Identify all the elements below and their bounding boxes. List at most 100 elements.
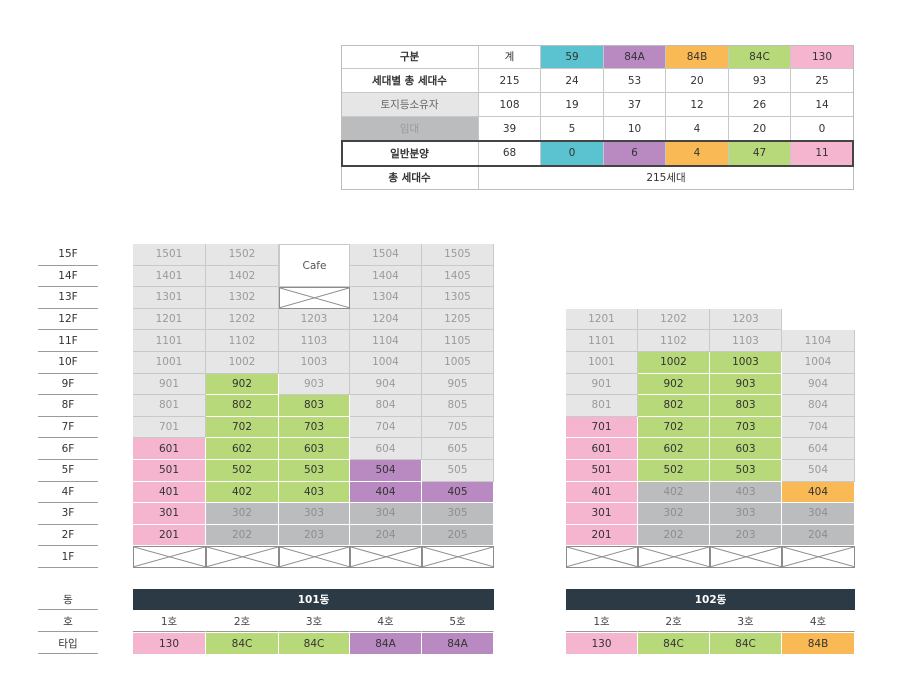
unit-cell: 502 xyxy=(638,460,710,482)
empty-unit-cross xyxy=(710,546,782,568)
unit-cell: 601 xyxy=(133,438,206,460)
summary-value-cell: 4 xyxy=(666,141,729,166)
unit-cell: 204 xyxy=(782,524,855,547)
ho-cell: 2호 xyxy=(638,611,710,632)
summary-value-cell: 108 xyxy=(479,93,541,117)
empty-unit-cross xyxy=(206,546,279,568)
unit-cell: 1102 xyxy=(638,330,710,352)
floor-label: 15F xyxy=(38,244,98,266)
unit-cell: 803 xyxy=(710,395,782,417)
unit-cell: 204 xyxy=(350,524,422,547)
unit-cell: 402 xyxy=(206,481,279,504)
unit-cell: 801 xyxy=(133,395,206,417)
type-cell: 84B xyxy=(782,633,855,654)
summary-value-cell: 12 xyxy=(666,93,729,117)
unit-cell: 603 xyxy=(279,438,350,460)
unit-cell: 1402 xyxy=(206,265,279,288)
unit-cell: 901 xyxy=(566,373,638,396)
summary-value-cell: 25 xyxy=(791,69,854,93)
legend-label-ho: 호 xyxy=(38,611,98,632)
unit-cell: 1101 xyxy=(133,330,206,352)
unit-cell: 1102 xyxy=(206,330,279,352)
empty-unit-cross xyxy=(638,546,710,568)
summary-header-cell: 구분 xyxy=(341,45,479,69)
unit-cell: 1404 xyxy=(350,265,422,288)
summary-row-label: 세대별 총 세대수 xyxy=(341,69,479,93)
unit-cell: 603 xyxy=(710,438,782,460)
floor-label: 8F xyxy=(38,395,98,417)
empty-unit-cross xyxy=(782,546,855,568)
unit-cell: 301 xyxy=(133,503,206,525)
summary-header-cell: 84A xyxy=(604,45,666,69)
unit-cell: 1103 xyxy=(710,330,782,352)
unit-cell: 1003 xyxy=(279,352,350,374)
summary-value-cell: 14 xyxy=(791,93,854,117)
unit-cell: 1302 xyxy=(206,287,279,309)
floor-label: 5F xyxy=(38,460,98,482)
legend-label-type: 타입 xyxy=(38,633,98,654)
unit-cell: 801 xyxy=(566,395,638,417)
floor-label: 7F xyxy=(38,417,98,439)
unit-cell: 1405 xyxy=(422,265,494,288)
unit-cell: 1201 xyxy=(566,308,638,331)
summary-header-cell: 59 xyxy=(541,45,604,69)
floor-label: 9F xyxy=(38,374,98,396)
floor-label: 2F xyxy=(38,525,98,547)
type-cell: 130 xyxy=(133,633,206,654)
summary-value-cell: 5 xyxy=(541,117,604,141)
ho-cell: 4호 xyxy=(782,611,855,632)
unit-cell: 804 xyxy=(350,395,422,417)
unit-cell: 604 xyxy=(782,438,855,460)
unit-cell: 702 xyxy=(638,416,710,439)
ho-cell: 1호 xyxy=(133,611,206,632)
unit-cell: 901 xyxy=(133,373,206,396)
cafe-label: Cafe xyxy=(279,244,350,288)
unit-cell: 201 xyxy=(133,524,206,547)
floor-label: 13F xyxy=(38,287,98,309)
summary-value-cell: 68 xyxy=(479,141,541,166)
unit-cell: 602 xyxy=(206,438,279,460)
unit-cell: 704 xyxy=(350,416,422,439)
summary-value-cell: 0 xyxy=(791,117,854,141)
summary-row-label: 토지등소유자 xyxy=(341,93,479,117)
unit-cell: 304 xyxy=(350,503,422,525)
unit-cell: 902 xyxy=(638,373,710,396)
type-cell: 84C xyxy=(279,633,350,654)
summary-value-cell: 4 xyxy=(666,117,729,141)
floor-label: 12F xyxy=(38,309,98,331)
ho-cell: 1호 xyxy=(566,611,638,632)
unit-cell: 602 xyxy=(638,438,710,460)
floor-label: 3F xyxy=(38,503,98,525)
type-cell: 84C xyxy=(638,633,710,654)
unit-cell: 203 xyxy=(710,524,782,547)
type-cell: 84C xyxy=(710,633,782,654)
unit-cell: 705 xyxy=(422,416,494,439)
unit-cell: 1002 xyxy=(206,352,279,374)
summary-value-cell: 20 xyxy=(729,117,791,141)
ho-cell: 2호 xyxy=(206,611,279,632)
unit-cell: 601 xyxy=(566,438,638,460)
summary-value-cell: 93 xyxy=(729,69,791,93)
unit-cell: 802 xyxy=(638,395,710,417)
unit-cell: 701 xyxy=(133,416,206,439)
unit-cell: 1502 xyxy=(206,244,279,266)
empty-unit-cross xyxy=(566,546,638,568)
unit-cell: 803 xyxy=(279,395,350,417)
floor-label: 1F xyxy=(38,546,98,568)
unit-cell: 1205 xyxy=(422,308,494,331)
floor-label: 14F xyxy=(38,266,98,288)
unit-cell: 903 xyxy=(279,373,350,396)
unit-cell: 401 xyxy=(566,481,638,504)
empty-unit-cross xyxy=(350,546,422,568)
summary-value-cell: 24 xyxy=(541,69,604,93)
summary-value-cell: 0 xyxy=(541,141,604,166)
unit-cell: 303 xyxy=(710,503,782,525)
unit-cell: 604 xyxy=(350,438,422,460)
unit-cell: 403 xyxy=(710,481,782,504)
unit-cell: 1203 xyxy=(279,308,350,331)
summary-value-cell: 10 xyxy=(604,117,666,141)
unit-cell: 201 xyxy=(566,524,638,547)
floor-label: 4F xyxy=(38,482,98,504)
summary-total-value: 215세대 xyxy=(479,166,854,190)
summary-value-cell: 19 xyxy=(541,93,604,117)
